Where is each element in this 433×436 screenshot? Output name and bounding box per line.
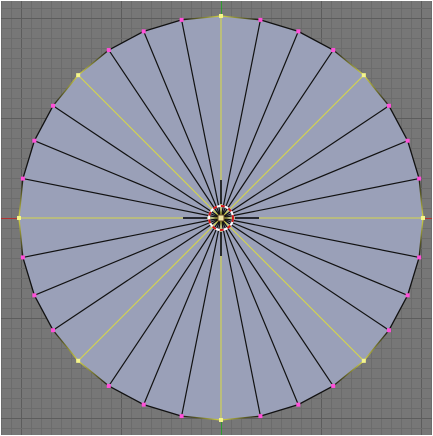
mesh-vertex[interactable] xyxy=(51,103,56,108)
mesh-vertex[interactable] xyxy=(106,48,111,53)
mesh-edge[interactable] xyxy=(52,217,222,331)
mesh-edge[interactable] xyxy=(220,31,299,219)
mesh-vertex[interactable] xyxy=(179,17,184,22)
mesh-edge[interactable] xyxy=(220,217,420,258)
mesh-edge-selected[interactable] xyxy=(77,74,222,219)
mesh-rim-edge[interactable] xyxy=(33,294,54,331)
mesh-edge[interactable] xyxy=(52,105,222,219)
mesh-rim-edge[interactable] xyxy=(332,49,365,76)
mesh-rim-edge[interactable] xyxy=(260,19,299,32)
mesh-edge[interactable] xyxy=(143,217,222,405)
mesh-edge[interactable] xyxy=(220,105,390,219)
mesh-rim-edge[interactable] xyxy=(143,19,182,32)
mesh-edge[interactable] xyxy=(143,31,222,219)
mesh-rim-edge[interactable] xyxy=(18,217,24,258)
mesh-rim-edge[interactable] xyxy=(297,30,334,51)
mesh-rim-edge[interactable] xyxy=(22,140,35,179)
mesh-rim-edge[interactable] xyxy=(77,49,110,76)
mesh-vertex[interactable] xyxy=(296,29,301,34)
mesh-edge[interactable] xyxy=(220,49,334,219)
mesh-vertex[interactable] xyxy=(32,138,37,143)
mesh-edge[interactable] xyxy=(220,178,420,219)
mesh-vertex[interactable] xyxy=(141,29,146,34)
mesh-vertex[interactable] xyxy=(20,176,25,181)
mesh-rim-edge[interactable] xyxy=(181,15,222,21)
mesh-rim-edge[interactable] xyxy=(407,257,420,296)
mesh-edge[interactable] xyxy=(220,217,261,417)
mesh-rim-edge[interactable] xyxy=(388,294,409,331)
3d-cursor-icon[interactable] xyxy=(183,180,259,256)
mesh-rim-edge[interactable] xyxy=(143,404,182,417)
mesh-rim-edge[interactable] xyxy=(33,105,54,142)
mesh-edge[interactable] xyxy=(220,217,299,405)
mesh-vertex-selected[interactable] xyxy=(361,358,366,363)
mesh-edge-selected[interactable] xyxy=(220,217,365,362)
mesh-rim-edge[interactable] xyxy=(181,415,222,421)
mesh-vertex[interactable] xyxy=(386,328,391,333)
mesh-vertex[interactable] xyxy=(417,255,422,260)
mesh-vertex[interactable] xyxy=(417,176,422,181)
mesh-vertex[interactable] xyxy=(32,293,37,298)
mesh-edge[interactable] xyxy=(34,217,222,296)
mesh-vertex[interactable] xyxy=(331,383,336,388)
mesh-vertex[interactable] xyxy=(296,402,301,407)
mesh-edge-selected[interactable] xyxy=(77,217,222,362)
mesh-edge[interactable] xyxy=(220,217,334,387)
mesh-vertex[interactable] xyxy=(405,138,410,143)
mesh-vertex-selected[interactable] xyxy=(219,418,223,422)
mesh-vertex-selected[interactable] xyxy=(76,73,81,78)
mesh-vertex[interactable] xyxy=(405,293,410,298)
mesh-rim-edge[interactable] xyxy=(407,140,420,179)
mesh-rim-edge[interactable] xyxy=(52,329,79,362)
mesh-edge[interactable] xyxy=(22,178,222,219)
object-origin-icon[interactable] xyxy=(217,214,225,222)
mesh-rim-edge[interactable] xyxy=(297,385,334,406)
mesh-edge[interactable] xyxy=(108,217,222,387)
mesh-rim-edge[interactable] xyxy=(332,360,365,387)
mesh-rim-edge[interactable] xyxy=(77,360,110,387)
mesh-edge-selected[interactable] xyxy=(220,74,365,219)
mesh-vertex[interactable] xyxy=(386,103,391,108)
mesh-edge[interactable] xyxy=(22,217,222,258)
mesh-rim-edge[interactable] xyxy=(363,329,390,362)
mesh-rim-edge[interactable] xyxy=(52,74,79,107)
mesh-rim-edge[interactable] xyxy=(418,178,424,219)
mesh-rim-edge[interactable] xyxy=(108,30,145,51)
mesh-vertex[interactable] xyxy=(258,414,263,419)
mesh-vertex[interactable] xyxy=(106,383,111,388)
mesh-rim-edge[interactable] xyxy=(260,404,299,417)
cursor-ring-dashes[interactable] xyxy=(208,205,234,231)
mesh-vertex[interactable] xyxy=(258,17,263,22)
mesh-vertex-selected[interactable] xyxy=(17,216,21,220)
mesh-edge[interactable] xyxy=(220,217,390,331)
mesh-vertex-selected[interactable] xyxy=(76,358,81,363)
mesh-edge[interactable] xyxy=(34,140,222,219)
mesh-edge[interactable] xyxy=(181,19,222,219)
mesh-vertex[interactable] xyxy=(141,402,146,407)
mesh-rim-edge[interactable] xyxy=(220,415,261,421)
mesh-vertex-selected[interactable] xyxy=(219,14,223,18)
mesh-edge[interactable] xyxy=(220,140,408,219)
mesh-vertex[interactable] xyxy=(51,328,56,333)
mesh-edge[interactable] xyxy=(108,49,222,219)
mesh-edge[interactable] xyxy=(181,217,222,417)
mesh-vertex[interactable] xyxy=(331,48,336,53)
mesh-rim-edge[interactable] xyxy=(418,217,424,258)
mesh-edge[interactable] xyxy=(220,217,408,296)
mesh-rim-edge[interactable] xyxy=(108,385,145,406)
mesh-rim-edge[interactable] xyxy=(363,74,390,107)
mesh-edge[interactable] xyxy=(220,19,261,219)
mesh-rim-edge[interactable] xyxy=(22,257,35,296)
mesh-rim-edge[interactable] xyxy=(220,15,261,21)
mesh-vertex[interactable] xyxy=(20,255,25,260)
mesh-rim-edge[interactable] xyxy=(388,105,409,142)
mesh-rim-edge[interactable] xyxy=(18,178,24,219)
mesh-vertex-selected[interactable] xyxy=(361,73,366,78)
mesh-vertex[interactable] xyxy=(179,414,184,419)
mesh-vertex-selected[interactable] xyxy=(421,216,425,220)
